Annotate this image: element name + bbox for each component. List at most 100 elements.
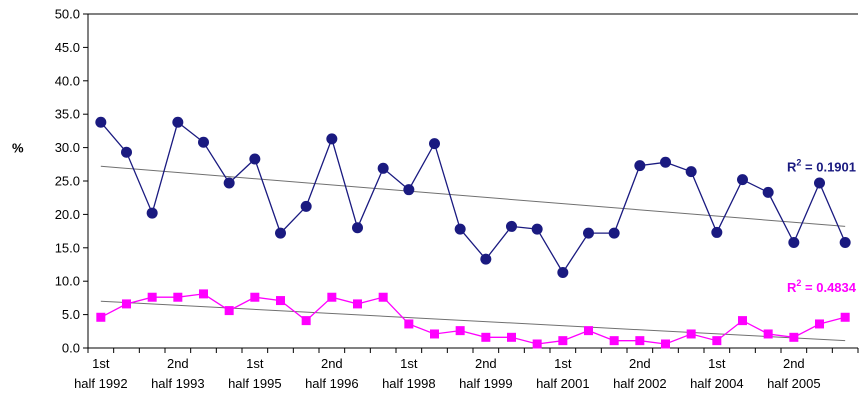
data-point — [250, 292, 260, 302]
data-point — [635, 336, 645, 346]
trendline-2 — [100, 300, 846, 342]
data-point — [327, 292, 337, 302]
x-tick-label-line2: half 2004 — [690, 376, 744, 391]
data-point — [584, 326, 593, 336]
series-line-1 — [100, 121, 846, 274]
data-point — [146, 207, 158, 219]
x-tick-label-line1: 1st — [400, 356, 418, 371]
x-tick-label-line1: 1st — [246, 356, 264, 371]
x-tick-label-line2: half 1992 — [74, 376, 128, 391]
data-point — [224, 306, 234, 316]
data-point — [122, 299, 131, 309]
data-point — [788, 236, 800, 248]
y-tick-label: 50.0 — [55, 7, 80, 22]
data-point — [352, 222, 363, 234]
x-tick-label-line2: half 2002 — [613, 376, 667, 391]
data-point — [686, 329, 696, 339]
data-point — [172, 116, 184, 128]
data-point — [814, 177, 825, 189]
data-point — [712, 336, 722, 346]
trendline-1 — [100, 165, 846, 227]
x-tick-label-line1: 1st — [92, 356, 110, 371]
data-point — [300, 200, 312, 212]
data-point — [763, 329, 773, 339]
x-tick-label-line1: 2nd — [167, 356, 189, 371]
x-axis-ticks: 1st half 1992 2nd half 1993 1st half 1995 2nd h… — [74, 348, 859, 391]
data-point — [506, 220, 517, 232]
r-squared-labels: R2 = 0.1901 R2 = 0.4834 — [787, 158, 857, 295]
data-point — [455, 326, 465, 336]
y-tick-label: 15.0 — [55, 240, 80, 255]
x-tick-label-line1: 1st — [708, 356, 726, 371]
data-point — [353, 299, 362, 309]
x-tick-label-line2: half 1995 — [228, 376, 282, 391]
data-point — [481, 332, 491, 342]
y-axis-label: % — [12, 141, 24, 156]
data-point — [583, 227, 594, 239]
data-point — [480, 253, 492, 265]
x-tick-label-line1: 2nd — [475, 356, 497, 371]
data-point — [223, 177, 235, 189]
data-point — [531, 223, 543, 235]
y-tick-label: 40.0 — [55, 73, 80, 88]
data-point — [711, 226, 723, 238]
y-tick-label: 30.0 — [55, 140, 80, 155]
r-squared-label-2: R2 = 0.4834 — [787, 278, 857, 295]
data-point — [738, 316, 747, 326]
data-point — [660, 156, 671, 168]
data-point — [301, 316, 311, 326]
y-tick-label: 10.0 — [55, 274, 80, 289]
data-point — [815, 319, 824, 329]
data-point — [403, 184, 415, 196]
x-tick-label-line2: half 2005 — [767, 376, 821, 391]
y-axis-ticks: 0.0 5.0 10.0 15.0 20.0 25.0 30.0 35.0 40.0 45.0 50… — [55, 7, 88, 356]
data-point — [661, 339, 670, 349]
x-tick-label-line1: 2nd — [321, 356, 343, 371]
y-tick-label: 5.0 — [62, 307, 80, 322]
data-point — [840, 312, 850, 322]
data-point — [762, 186, 774, 198]
x-tick-label-line1: 2nd — [629, 356, 651, 371]
data-point — [608, 227, 620, 239]
data-point — [121, 146, 132, 158]
data-point — [507, 332, 516, 342]
y-tick-label: 35.0 — [55, 107, 80, 122]
data-point — [199, 289, 208, 299]
data-point — [173, 292, 183, 302]
data-point — [737, 174, 748, 186]
data-point — [95, 116, 107, 128]
data-point — [276, 296, 285, 306]
series-group — [95, 116, 851, 349]
x-tick-label-line1: 2nd — [783, 356, 805, 371]
data-point — [377, 162, 389, 174]
data-point — [609, 336, 619, 346]
data-point — [789, 332, 799, 342]
data-point — [249, 153, 261, 165]
x-tick-label-line2: half 1993 — [151, 376, 205, 391]
data-point — [634, 160, 646, 172]
data-point — [685, 166, 697, 178]
data-point — [429, 138, 440, 150]
data-point — [378, 292, 388, 302]
data-point — [557, 267, 569, 279]
x-tick-label-line2: half 2001 — [536, 376, 590, 391]
data-point — [430, 329, 439, 339]
y-tick-label: 0.0 — [62, 341, 80, 356]
r-squared-label-1: R2 = 0.1901 — [787, 158, 856, 175]
x-tick-label-line2: half 1999 — [459, 376, 513, 391]
x-tick-label-line2: half 1998 — [382, 376, 436, 391]
data-point — [147, 292, 157, 302]
y-tick-label: 25.0 — [55, 174, 80, 189]
data-point — [532, 339, 542, 349]
data-point — [839, 236, 851, 248]
data-point — [558, 336, 568, 346]
x-tick-label-line2: half 1996 — [305, 376, 359, 391]
data-point — [404, 319, 414, 329]
x-tick-label-line1: 1st — [554, 356, 572, 371]
y-tick-label: 45.0 — [55, 40, 80, 55]
data-point — [275, 227, 286, 239]
data-point — [326, 133, 338, 145]
series-line-2 — [100, 293, 846, 345]
trendlines — [100, 165, 846, 342]
